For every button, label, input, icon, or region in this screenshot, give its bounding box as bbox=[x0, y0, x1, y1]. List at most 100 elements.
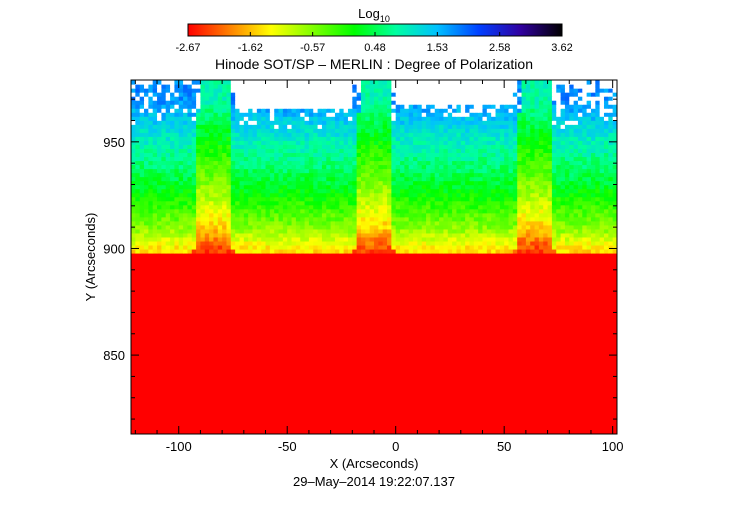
heatmap-cell bbox=[504, 409, 510, 415]
heatmap-cell bbox=[491, 273, 497, 278]
heatmap-cell bbox=[408, 285, 414, 290]
heatmap-cell bbox=[564, 317, 570, 322]
heatmap-cell bbox=[334, 333, 340, 339]
heatmap-cell bbox=[378, 333, 384, 339]
heatmap-cell bbox=[465, 281, 471, 286]
heatmap-cell bbox=[504, 321, 510, 326]
heatmap-cell bbox=[408, 429, 414, 434]
heatmap-cell bbox=[300, 301, 306, 306]
heatmap-cell bbox=[347, 337, 353, 343]
heatmap-cell bbox=[161, 325, 167, 331]
heatmap-cell bbox=[226, 329, 232, 335]
heatmap-cell bbox=[439, 365, 445, 371]
heatmap-cell bbox=[144, 401, 149, 407]
heatmap-cell bbox=[256, 289, 262, 294]
heatmap-cell bbox=[560, 381, 566, 387]
heatmap-cell bbox=[434, 273, 440, 278]
heatmap-cell bbox=[226, 337, 232, 343]
heatmap-cell bbox=[165, 345, 171, 351]
heatmap-cell bbox=[256, 361, 262, 367]
heatmap-cell bbox=[374, 421, 379, 427]
heatmap-cell bbox=[573, 337, 579, 343]
heatmap-cell bbox=[534, 325, 540, 331]
heatmap-cell bbox=[534, 285, 540, 290]
heatmap-cell bbox=[395, 333, 401, 339]
heatmap-cell bbox=[582, 309, 588, 314]
heatmap-cell bbox=[512, 417, 518, 423]
heatmap-cell bbox=[478, 261, 484, 266]
heatmap-cell bbox=[226, 369, 232, 375]
heatmap-cell bbox=[243, 425, 249, 431]
heatmap-cell bbox=[252, 409, 258, 415]
heatmap-cell bbox=[174, 385, 180, 391]
heatmap-cell bbox=[265, 313, 271, 318]
heatmap-cell bbox=[170, 349, 175, 355]
heatmap-cell bbox=[282, 257, 288, 262]
heatmap-cell bbox=[564, 333, 570, 339]
heatmap-cell bbox=[504, 397, 510, 403]
heatmap-cell bbox=[590, 357, 596, 363]
heatmap-cell bbox=[456, 389, 462, 395]
heatmap-cell bbox=[183, 337, 189, 343]
heatmap-cell bbox=[460, 281, 466, 286]
heatmap-cell bbox=[543, 373, 549, 379]
heatmap-cell bbox=[187, 409, 193, 415]
heatmap-cell bbox=[413, 329, 418, 335]
heatmap-cell bbox=[608, 333, 614, 339]
heatmap-cell bbox=[200, 325, 206, 331]
heatmap-cell bbox=[178, 425, 184, 431]
heatmap-cell bbox=[382, 277, 388, 282]
heatmap-cell bbox=[521, 297, 527, 302]
heatmap-cell bbox=[252, 252, 258, 258]
heatmap-cell bbox=[165, 349, 171, 355]
heatmap-cell bbox=[447, 269, 453, 274]
heatmap-cell bbox=[560, 265, 566, 270]
heatmap-cell bbox=[196, 305, 202, 310]
heatmap-cell bbox=[447, 409, 453, 415]
heatmap-cell bbox=[369, 273, 375, 278]
heatmap-cell bbox=[274, 413, 280, 419]
heatmap-cell bbox=[161, 329, 167, 335]
heatmap-cell bbox=[174, 413, 180, 419]
heatmap-cell bbox=[165, 341, 171, 347]
heatmap-cell bbox=[369, 269, 375, 274]
heatmap-cell bbox=[291, 297, 297, 302]
heatmap-cell bbox=[235, 301, 241, 306]
heatmap-cell bbox=[248, 345, 254, 351]
heatmap-cell bbox=[300, 393, 306, 399]
heatmap-cell bbox=[577, 349, 583, 355]
heatmap-cell bbox=[495, 293, 501, 298]
heatmap-cell bbox=[304, 393, 310, 399]
heatmap-cell bbox=[222, 285, 228, 290]
heatmap-cell bbox=[612, 269, 617, 274]
heatmap-cell bbox=[573, 389, 579, 395]
heatmap-cell bbox=[243, 393, 249, 399]
heatmap-cell bbox=[135, 369, 141, 375]
heatmap-cell bbox=[582, 301, 588, 306]
heatmap-cell bbox=[556, 321, 562, 326]
heatmap-cell bbox=[243, 365, 249, 371]
heatmap-cell bbox=[560, 285, 566, 290]
heatmap-cell bbox=[378, 401, 384, 407]
heatmap-cell bbox=[469, 289, 475, 294]
heatmap-cell bbox=[391, 261, 397, 266]
heatmap-cell bbox=[252, 289, 258, 294]
heatmap-cell bbox=[196, 365, 202, 371]
heatmap-cell bbox=[374, 257, 379, 262]
heatmap-cell bbox=[170, 381, 175, 387]
heatmap-cell bbox=[430, 305, 436, 310]
heatmap-cell bbox=[269, 373, 275, 379]
heatmap-cell bbox=[174, 333, 180, 339]
heatmap-cell bbox=[404, 389, 410, 395]
heatmap-cell bbox=[178, 421, 184, 427]
heatmap-cell bbox=[360, 293, 366, 298]
heatmap-cell bbox=[243, 325, 249, 331]
heatmap-cell bbox=[170, 341, 175, 347]
heatmap-cell bbox=[352, 377, 358, 383]
heatmap-cell bbox=[226, 421, 232, 427]
heatmap-cell bbox=[434, 413, 440, 419]
heatmap-cell bbox=[278, 257, 284, 262]
heatmap-cell bbox=[460, 405, 466, 411]
heatmap-cell bbox=[265, 293, 271, 298]
heatmap-cell bbox=[226, 313, 232, 318]
